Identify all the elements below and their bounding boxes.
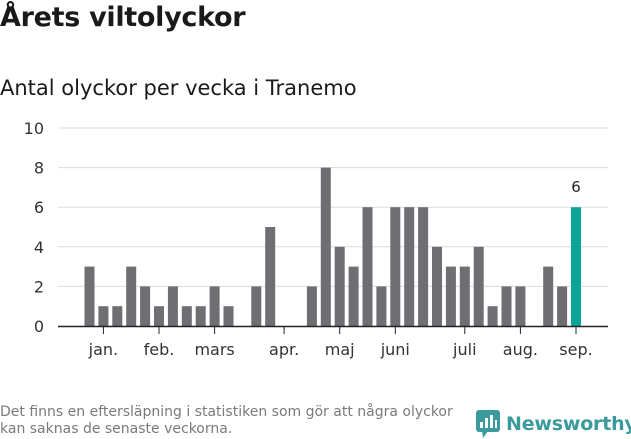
x-tick-label: apr. [269,340,299,359]
bar [126,266,137,326]
bar [362,207,373,326]
bar [515,286,526,326]
bar-highlight [571,207,581,326]
x-tick-label: mars [194,340,234,359]
x-tick-label: sep. [559,340,592,359]
bar [418,207,429,326]
footnote: Det finns en eftersläpning i statistiken… [0,404,453,437]
bar [376,286,387,326]
bar [140,286,151,326]
chart-subtitle: Antal olyckor per vecka i Tranemo [0,76,357,100]
chart-title: Årets viltolyckor [0,2,246,33]
bar [181,306,192,326]
bar [154,306,164,326]
bar [98,306,109,326]
bar [167,286,178,326]
bar [487,306,498,326]
bar [84,266,95,326]
x-tick-label: juni [380,340,410,359]
bar [390,207,401,326]
bar [265,227,276,326]
y-tick-label: 10 [24,119,44,138]
brand-name: Newsworthy [506,413,631,435]
bar [195,306,206,326]
bar [501,286,512,326]
y-tick-label: 8 [34,159,44,178]
bar [557,286,568,326]
bar [445,266,456,326]
x-tick-label: maj [325,340,355,359]
bar [459,266,470,326]
x-tick-label: jan. [88,340,118,359]
bar [334,246,345,326]
bar [320,167,331,326]
x-tick-label: juli [452,340,476,359]
bar [473,246,484,326]
chart-bubble-icon [476,410,500,438]
bar [209,286,220,326]
x-tick-label: feb. [144,340,175,359]
y-tick-label: 2 [34,277,44,296]
y-tick-label: 0 [34,317,44,336]
bar [112,306,123,326]
bar [543,266,554,326]
bar [251,286,262,326]
bar [306,286,317,326]
y-tick-label: 6 [34,198,44,217]
x-tick-label: aug. [503,340,538,359]
bar [404,207,415,326]
newsworthy-logo: Newsworthy [476,409,631,439]
bar [348,266,359,326]
data-label: 6 [571,178,581,196]
y-tick-label: 4 [34,238,44,257]
bar [432,246,442,326]
bar [223,306,234,326]
